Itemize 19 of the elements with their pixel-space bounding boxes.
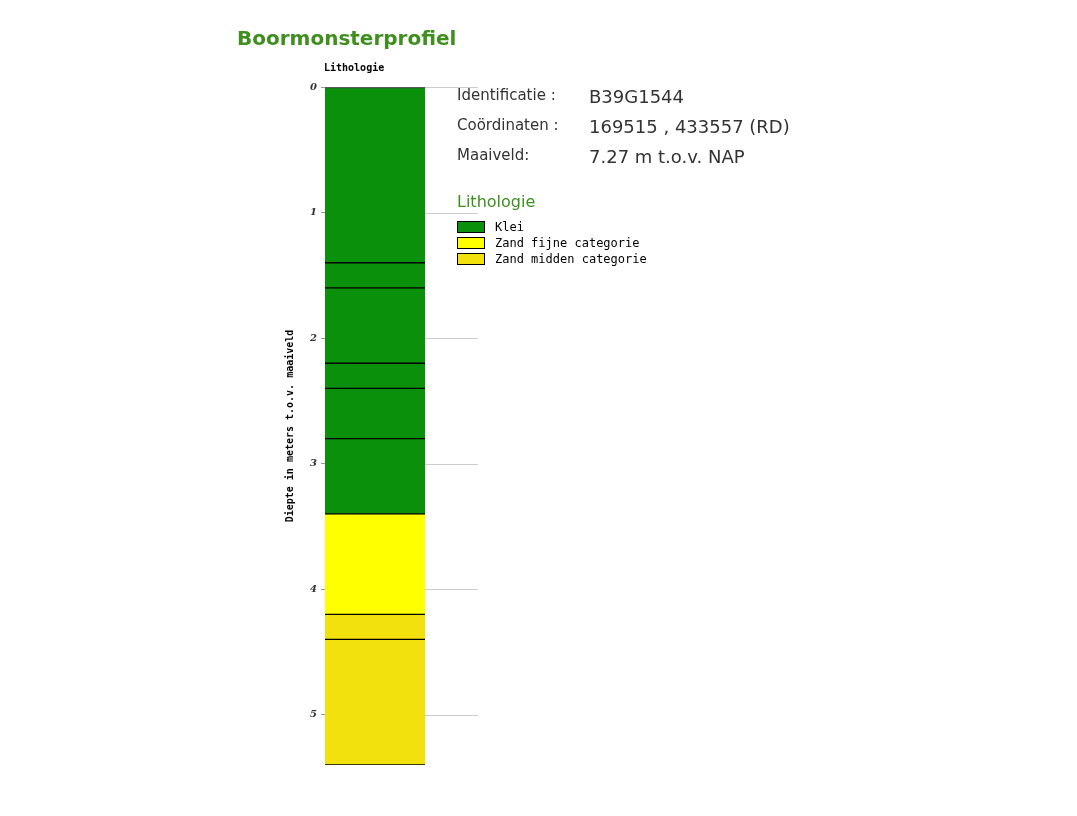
text: Maaiveld: xyxy=(457,146,531,166)
legend-title: Lithologie xyxy=(457,192,537,211)
y-axis-title: Diepte in meters t.o.v. maaiveld xyxy=(283,329,295,523)
legend-label: Zand fijne categorie xyxy=(495,236,640,250)
y-tick-label: 5 xyxy=(310,708,318,720)
text: 7.27 m t.o.v. NAP xyxy=(589,146,746,167)
chart-subtitle: Lithologie xyxy=(324,62,385,73)
legend-label: Zand midden categorie xyxy=(495,252,647,266)
y-tick-label: 2 xyxy=(309,331,318,343)
text: Klei xyxy=(495,220,524,234)
text: Coördinaten : xyxy=(457,116,560,136)
y-tick-label: 0 xyxy=(310,80,318,92)
chart-title: Boormonsterprofiel xyxy=(237,26,457,50)
text: B39G1544 xyxy=(589,86,685,107)
y-tick-label: 4 xyxy=(310,582,318,594)
text: 169515 , 433557 (RD) xyxy=(589,116,790,137)
y-tick-label: 3 xyxy=(310,457,318,469)
text: Identificatie : xyxy=(457,86,557,106)
y-tick-label: 1 xyxy=(310,206,317,218)
